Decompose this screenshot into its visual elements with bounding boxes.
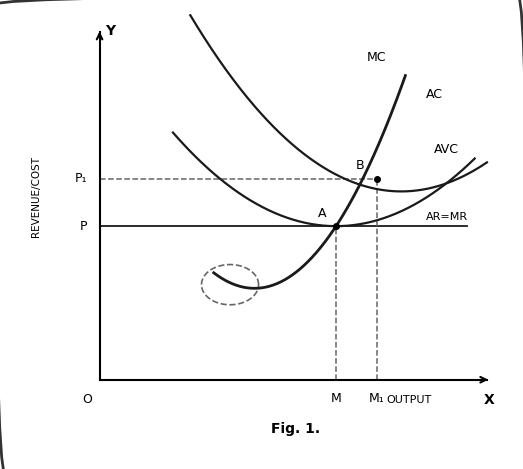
Text: AC: AC xyxy=(425,88,442,101)
Text: Y: Y xyxy=(105,23,115,38)
Text: AR=MR: AR=MR xyxy=(426,212,468,222)
Text: A: A xyxy=(317,207,326,220)
Text: P: P xyxy=(80,219,87,233)
Text: OUTPUT: OUTPUT xyxy=(387,395,432,405)
Text: AVC: AVC xyxy=(434,143,459,156)
Text: MC: MC xyxy=(367,52,386,64)
Text: M₁: M₁ xyxy=(369,392,385,405)
Text: P₁: P₁ xyxy=(75,172,87,185)
Text: Fig. 1.: Fig. 1. xyxy=(271,422,320,436)
Text: B: B xyxy=(356,159,364,172)
Text: O: O xyxy=(83,393,92,406)
Text: REVENUE/COST: REVENUE/COST xyxy=(31,156,41,237)
Text: X: X xyxy=(484,393,494,407)
Text: M: M xyxy=(331,392,342,405)
